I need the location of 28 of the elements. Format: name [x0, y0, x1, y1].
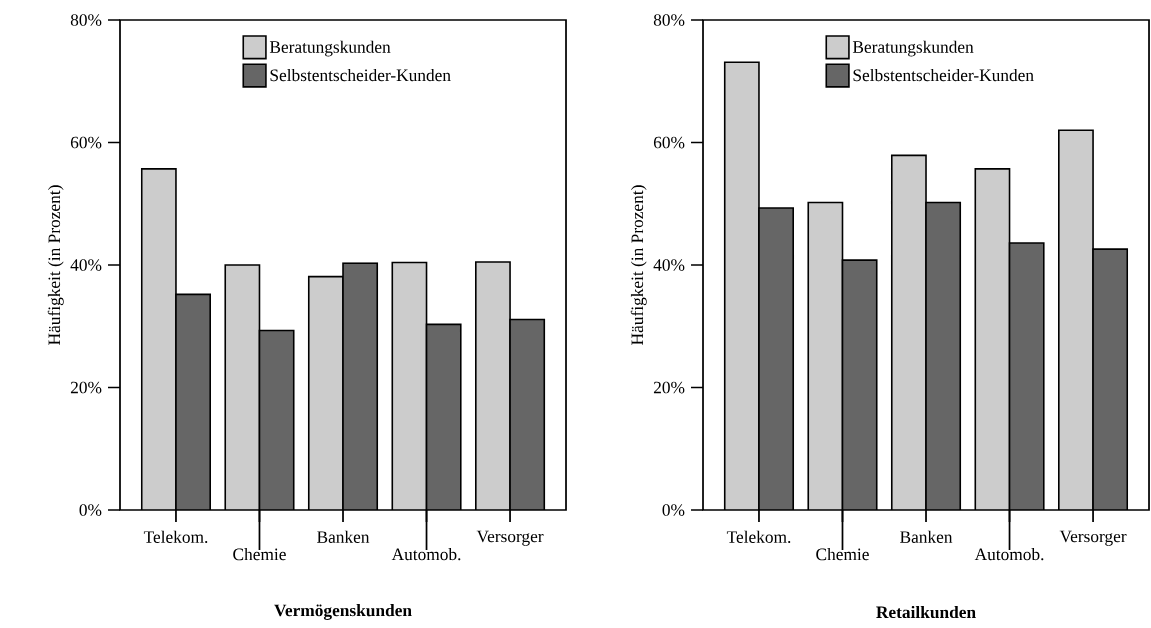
x-tick-label: Telekom.: [726, 530, 791, 543]
y-tick-label: 20%: [70, 381, 102, 394]
legend-label: Selbstentscheider-Kunden: [270, 68, 451, 82]
y-tick-label: 0%: [79, 504, 102, 516]
x-tick-label: Versorger: [476, 530, 544, 546]
y-tick-label: 80%: [653, 14, 685, 26]
legend-label: Beratungskunden: [852, 40, 974, 57]
y-axis-title: Häufigkeit (in Prozent): [630, 185, 647, 345]
y-tick-label: 40%: [70, 259, 102, 271]
text: Vermögenskunden: [274, 604, 412, 620]
text: Retailkunden: [876, 605, 976, 619]
x-tick-label: Banken: [900, 530, 953, 543]
x-tick-label: Telekom.: [143, 530, 208, 543]
x-tick-label: Chemie: [233, 548, 286, 561]
y-tick-label: 40%: [653, 259, 685, 271]
x-tick-label: Automob.: [974, 548, 1044, 561]
y-axis-title: Häufigkeit (in Prozent): [47, 185, 64, 345]
y-tick-label: 60%: [653, 136, 685, 149]
legend-label: Selbstentscheider-Kunden: [853, 68, 1034, 82]
y-tick-label: 0%: [662, 504, 685, 516]
y-tick-label: 20%: [653, 381, 685, 394]
x-tick-label: Versorger: [1059, 530, 1127, 546]
x-tick-label: Chemie: [816, 548, 869, 561]
y-tick-label: 80%: [70, 14, 102, 26]
legend-label: Beratungskunden: [269, 40, 391, 57]
x-tick-label: Banken: [317, 530, 370, 543]
x-tick-label: Automob.: [391, 548, 461, 561]
y-tick-label: 60%: [70, 136, 102, 149]
